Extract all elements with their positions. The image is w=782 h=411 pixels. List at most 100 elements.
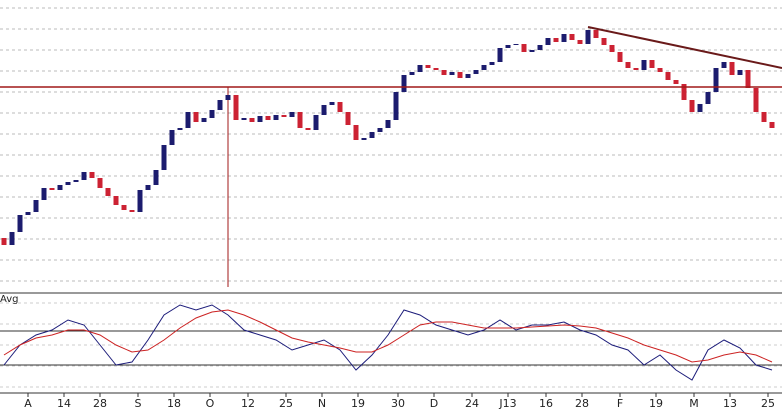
candle-body <box>129 210 135 212</box>
candle-body <box>185 112 191 128</box>
candle-body <box>713 68 719 92</box>
candle-body <box>41 188 47 200</box>
candle-body <box>657 68 663 72</box>
candle-body <box>233 95 239 120</box>
candle-body <box>401 75 407 92</box>
candle-body <box>497 48 503 62</box>
candle-body <box>249 118 255 122</box>
indicator-line <box>3 304 773 381</box>
candle-body <box>593 30 599 38</box>
candle-body <box>9 232 15 245</box>
candle-body <box>585 30 591 44</box>
candle-body <box>745 70 751 88</box>
candle-body <box>769 122 775 128</box>
candle-body <box>705 92 711 104</box>
candle-body <box>321 105 327 115</box>
x-tick-label: J13 <box>498 397 516 410</box>
candle-body <box>289 112 295 117</box>
candle-body <box>281 115 287 117</box>
candle-body <box>601 38 607 45</box>
x-tick-label: 24 <box>465 397 479 410</box>
x-tick-label: A <box>24 397 32 410</box>
candle-body <box>89 172 95 178</box>
x-tick-label: D <box>430 397 438 410</box>
candle-body <box>137 190 143 212</box>
candle-body <box>673 80 679 84</box>
candle-body <box>457 72 463 78</box>
candle-body <box>481 65 487 70</box>
candle-body <box>697 104 703 112</box>
candle-body <box>721 62 727 68</box>
candle-body <box>105 188 111 196</box>
candle-body <box>33 200 39 212</box>
candle-body <box>425 65 431 68</box>
x-tick-label: N <box>318 397 326 410</box>
candle-body <box>353 125 359 140</box>
candle-body <box>113 196 119 205</box>
x-tick-label: 16 <box>539 397 553 410</box>
legend-label: Avg <box>0 294 19 305</box>
candle-body <box>17 215 23 232</box>
candle-body <box>449 72 455 75</box>
candle-body <box>161 145 167 170</box>
candle-body <box>1 238 7 245</box>
candle-body <box>729 62 735 75</box>
candle-body <box>689 100 695 112</box>
candle-body <box>297 112 303 128</box>
candle-body <box>265 116 271 120</box>
candle-body <box>193 112 199 122</box>
candle-body <box>521 44 527 52</box>
x-tick-label: 25 <box>279 397 293 410</box>
grid <box>0 7 782 388</box>
candle-body <box>57 185 63 190</box>
candle-body <box>97 178 103 188</box>
x-tick-label: 28 <box>575 397 589 410</box>
candle-body <box>577 40 583 44</box>
candle-body <box>329 102 335 105</box>
candle-body <box>169 130 175 145</box>
x-tick-label: 19 <box>649 397 663 410</box>
candle-body <box>201 118 207 122</box>
candle-body <box>73 180 79 182</box>
indicator-line <box>3 309 773 363</box>
candle-body <box>665 72 671 80</box>
candle-body <box>345 112 351 125</box>
candle-body <box>337 102 343 112</box>
candle-body <box>409 72 415 75</box>
candle-body <box>145 185 151 190</box>
candle-body <box>313 115 319 130</box>
candle-body <box>473 70 479 74</box>
x-tick-label: 28 <box>93 397 107 410</box>
candle-body <box>225 95 231 100</box>
candle-body <box>241 118 247 120</box>
candle-body <box>737 70 743 75</box>
x-tick-label: 19 <box>351 397 365 410</box>
x-tick-label: M <box>689 397 699 410</box>
candle-body <box>369 132 375 138</box>
candle-body <box>489 62 495 65</box>
x-tick-label: 13 <box>723 397 737 410</box>
candle-body <box>617 52 623 62</box>
candle-body <box>177 128 183 130</box>
candle-body <box>505 45 511 48</box>
candle-body <box>217 100 223 110</box>
candle-body <box>513 44 519 45</box>
candle-body <box>649 60 655 68</box>
x-tick-label: 18 <box>167 397 181 410</box>
candle-body <box>121 205 127 210</box>
candle-body <box>81 172 87 180</box>
x-tick-label: O <box>206 397 215 410</box>
x-tick-label: S <box>135 397 142 410</box>
candle-body <box>761 112 767 122</box>
candle-body <box>569 34 575 40</box>
candle-body <box>529 50 535 52</box>
candle-body <box>377 128 383 132</box>
candle-body <box>385 120 391 128</box>
candle-body <box>153 170 159 185</box>
x-tick-label: 12 <box>241 397 255 410</box>
candle-body <box>25 212 31 215</box>
x-tick-label: 30 <box>391 397 405 410</box>
candle-body <box>553 38 559 42</box>
